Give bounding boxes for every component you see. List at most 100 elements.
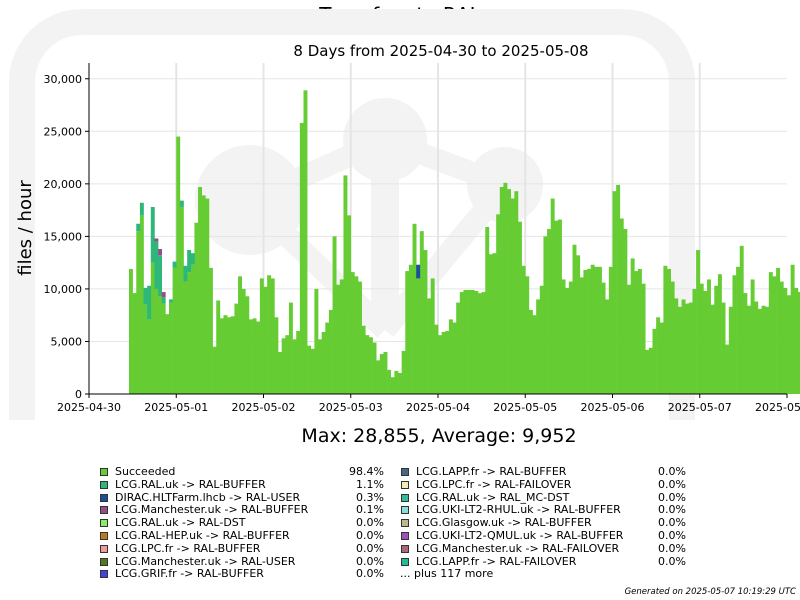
bar-segment — [416, 264, 421, 279]
bar-segment — [201, 195, 206, 394]
bar-segment — [158, 255, 163, 297]
legend-label: LCG.UKI-LT2-RHUL.uk -> RAL-BUFFER — [416, 503, 621, 517]
bar-segment — [398, 372, 402, 394]
bar-segment — [256, 321, 261, 394]
bar-segment — [765, 306, 770, 394]
bar-segment — [427, 298, 432, 394]
legend-swatch — [100, 506, 108, 515]
bar-segment — [532, 315, 537, 394]
bar-segment — [139, 202, 144, 216]
legend-item: LCG.Glasgow.uk -> RAL-BUFFER 0.0% — [400, 516, 686, 530]
summary-stats: Max: 28,855, Average: 9,952 — [301, 425, 577, 447]
legend-percent: 0.0% — [658, 465, 686, 478]
bar-segment — [565, 287, 570, 394]
legend-swatch — [100, 570, 108, 579]
chart-title: 8 Days from 2025-04-30 to 2025-05-08 — [293, 42, 588, 60]
bar-segment — [496, 214, 501, 394]
legend-percent: 0.0% — [356, 528, 384, 542]
bar-segment — [797, 292, 800, 394]
bar-segment — [576, 255, 581, 394]
x-tick-label: 2025-04-30 — [57, 401, 121, 414]
bar-segment — [223, 315, 228, 394]
bar-segment — [136, 231, 141, 394]
legend-percent: 0.1% — [356, 503, 384, 517]
legend-percent: 0.0% — [658, 541, 686, 555]
bar-segment — [299, 122, 304, 395]
bar-segment — [190, 264, 195, 394]
bar-segment — [543, 236, 548, 394]
bar-segment — [187, 250, 192, 273]
bar-segment — [423, 250, 428, 394]
legend-swatch — [401, 519, 409, 528]
bar-segment — [358, 281, 362, 394]
bar-segment — [536, 299, 541, 394]
bar-segment — [674, 298, 679, 394]
bar-segment — [634, 271, 639, 394]
bar-segment — [605, 299, 610, 394]
legend-item: LCG.RAL.uk -> RAL_MC-DST 0.0% — [400, 490, 686, 505]
bar-segment — [168, 302, 173, 394]
legend-swatch — [401, 480, 409, 489]
bar-segment — [656, 317, 661, 394]
bar-segment — [794, 287, 799, 394]
bar-segment — [681, 299, 686, 394]
bar-segment — [132, 293, 137, 394]
bar-segment — [568, 281, 573, 394]
bar-segment — [521, 265, 526, 394]
bar-segment — [514, 191, 519, 394]
bar-segment — [779, 281, 784, 394]
bar-segment — [187, 272, 192, 394]
legend-item: LCG.LAPP.fr -> RAL-BUFFER 0.0% — [400, 465, 686, 479]
y-tick-label: 25,000 — [44, 125, 83, 138]
legend-label: LCG.LAPP.fr -> RAL-FAILOVER — [416, 554, 577, 568]
bar-segment — [154, 241, 159, 289]
bar-segment — [717, 274, 722, 394]
bar-segment — [419, 231, 424, 394]
bar-segment — [365, 335, 370, 394]
bar-segment — [154, 238, 159, 242]
bar-segment — [183, 265, 188, 282]
bar-segment — [230, 316, 235, 394]
bar-segment — [528, 309, 533, 394]
bar-segment — [525, 276, 530, 394]
bar-segment — [350, 272, 355, 394]
bar-segment — [165, 314, 170, 394]
legend-item: Succeeded 98.4% — [99, 465, 384, 479]
bar-segment — [619, 218, 624, 394]
bar-segment — [296, 330, 301, 394]
bar-segment — [503, 182, 508, 394]
legend-percent: 0.0% — [658, 516, 686, 530]
y-axis-label: files / hour — [15, 180, 36, 276]
legend-swatch — [401, 544, 409, 553]
bar-segment — [441, 332, 446, 394]
legend-swatch — [100, 468, 108, 476]
bar-segment — [721, 302, 726, 394]
bar-segment — [172, 267, 177, 394]
legend-item: LCG.LPC.fr -> RAL-BUFFER 0.0% — [99, 542, 384, 556]
bar-segment — [754, 301, 759, 394]
bar-segment — [445, 330, 450, 394]
bar-segment — [219, 318, 224, 394]
legend-percent: 0.0% — [658, 490, 686, 504]
bar-segment — [707, 279, 711, 394]
legend-item: LCG.LAPP.fr -> RAL-FAILOVER 0.0% — [400, 554, 686, 569]
legend-percent: 0.0% — [356, 516, 384, 530]
bar-segment — [507, 189, 512, 394]
bar-segment — [750, 279, 755, 394]
bar-segment — [318, 339, 322, 394]
bar-segment — [550, 198, 555, 394]
legend-label: LCG.Manchester.uk -> RAL-FAILOVER — [416, 541, 620, 555]
x-tick-label: 2025-05-06 — [581, 401, 645, 414]
bar-segment — [405, 271, 410, 394]
legend-swatch — [100, 493, 108, 502]
bar-segment — [150, 206, 155, 263]
bar-segment — [485, 226, 490, 394]
legend-label: LCG.Manchester.uk -> RAL-USER — [115, 554, 296, 568]
bar-segment — [481, 292, 486, 394]
legend-label: Succeeded — [115, 465, 176, 478]
bar-segment — [616, 184, 621, 394]
bar-segment — [547, 229, 551, 394]
bar-segment — [328, 309, 333, 394]
bar-segment — [267, 275, 272, 394]
bar-segment — [314, 288, 319, 394]
